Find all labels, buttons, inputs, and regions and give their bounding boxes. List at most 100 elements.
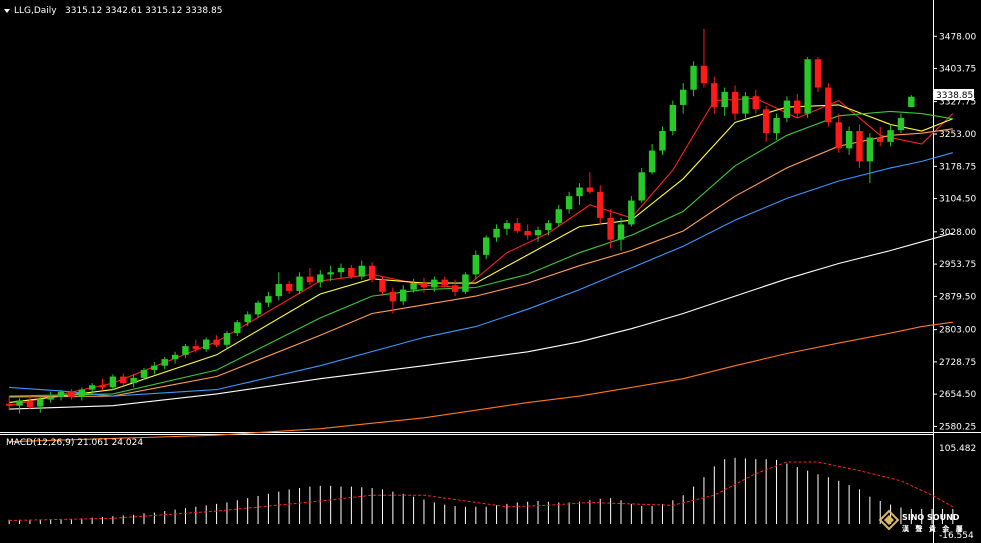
candle-body <box>327 272 334 275</box>
candle <box>234 320 241 337</box>
candle-body <box>908 96 915 108</box>
candle <box>794 94 801 118</box>
candle-body <box>161 359 168 366</box>
candle-body <box>99 385 106 388</box>
candle-body <box>845 130 853 149</box>
candle-body <box>742 96 749 114</box>
candle <box>431 276 438 292</box>
candle <box>327 265 334 281</box>
candle <box>244 311 251 326</box>
candle <box>5 396 13 411</box>
ma30-line <box>9 128 953 398</box>
candle <box>47 391 54 403</box>
candle <box>57 390 65 401</box>
ma60-line <box>9 152 953 397</box>
candle <box>877 126 884 147</box>
candle-body <box>151 365 158 371</box>
price-axis-label: 3253.00 <box>939 130 976 140</box>
chart-menu-arrow-icon[interactable] <box>4 9 10 13</box>
candle-body <box>503 223 511 229</box>
candle-body <box>317 274 324 283</box>
candle <box>337 263 345 278</box>
ma250-line <box>9 321 953 443</box>
candle-body <box>835 122 842 149</box>
candle <box>296 272 303 294</box>
candle-body <box>130 377 137 384</box>
macd-signal-line <box>9 461 954 521</box>
candle <box>306 267 314 286</box>
candle-body <box>731 91 739 114</box>
candle <box>317 270 324 288</box>
candle-body <box>171 354 179 360</box>
candle-body <box>762 109 770 134</box>
candle <box>68 389 75 400</box>
candle <box>503 220 511 236</box>
candle-body <box>462 274 469 292</box>
candle <box>762 105 770 142</box>
candle-body <box>752 96 760 110</box>
candle-body <box>700 65 708 84</box>
candle <box>700 28 708 88</box>
price-axis-label: 2879.50 <box>939 292 976 302</box>
candle-body <box>26 401 34 407</box>
candle-body <box>5 403 13 406</box>
candle-body <box>565 196 573 210</box>
candle-body <box>431 279 438 288</box>
candle <box>679 83 687 114</box>
candle-body <box>285 283 293 291</box>
candle-body <box>545 223 552 231</box>
candle-body <box>866 137 874 162</box>
candle <box>545 220 552 236</box>
candle <box>607 209 614 249</box>
candle <box>887 124 894 147</box>
candle-body <box>68 391 75 397</box>
candle-body <box>628 200 635 225</box>
candle <box>586 172 594 195</box>
candle-body <box>493 228 500 238</box>
candle-body <box>47 396 54 400</box>
candle <box>804 57 811 118</box>
candle <box>410 278 417 293</box>
candle <box>617 217 625 251</box>
candle <box>752 89 760 114</box>
logo-text-en: SINO SOUND <box>902 513 960 522</box>
candle-body <box>690 65 697 90</box>
candle-body <box>57 391 65 397</box>
ma120-line <box>9 232 953 410</box>
candle-body <box>721 91 728 108</box>
macd-axis-label-bottom: -16.554 <box>939 531 974 541</box>
candle <box>161 356 168 370</box>
candle <box>555 204 562 227</box>
candle <box>37 396 44 413</box>
candle-body <box>648 150 656 173</box>
candle-body <box>296 276 303 291</box>
candle <box>908 95 915 108</box>
candle-body <box>783 100 791 118</box>
price-axis-label: 3178.75 <box>939 162 976 172</box>
candle-body <box>804 59 811 114</box>
candle-body <box>887 130 894 142</box>
candle-body <box>379 279 386 292</box>
ma20-line <box>9 110 953 397</box>
candle-body <box>877 137 884 142</box>
price-axis-label: 2654.50 <box>939 390 976 400</box>
candle <box>348 264 355 279</box>
candle-body <box>451 285 459 292</box>
candle <box>669 100 677 136</box>
candle <box>109 374 117 391</box>
candle <box>26 395 34 410</box>
candle-body <box>120 376 127 384</box>
candle <box>441 276 448 288</box>
current-price-label: 3338.85 <box>936 91 973 101</box>
candle-body <box>337 267 345 273</box>
candle <box>400 285 407 305</box>
candle-body <box>78 389 85 397</box>
candle <box>659 126 666 155</box>
candle <box>825 83 832 127</box>
candle-body <box>275 283 283 297</box>
candle-body <box>586 187 594 192</box>
candle-body <box>254 302 262 315</box>
candle <box>597 185 604 225</box>
candle-body <box>202 339 210 350</box>
